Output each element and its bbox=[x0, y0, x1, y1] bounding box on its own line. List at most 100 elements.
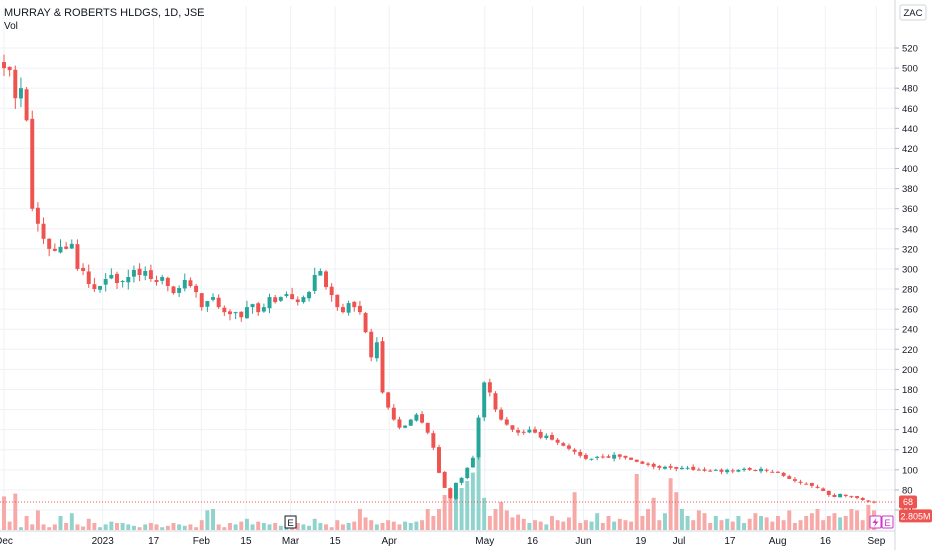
candle-body bbox=[866, 500, 871, 502]
volume-bar bbox=[335, 520, 340, 530]
volume-bar bbox=[216, 524, 221, 530]
volume-bar bbox=[730, 521, 735, 530]
candle-body bbox=[770, 471, 775, 473]
candle-body bbox=[843, 494, 848, 496]
candle-body bbox=[476, 417, 481, 458]
dividend-marker-box bbox=[881, 515, 894, 529]
volume-bar bbox=[431, 516, 436, 530]
candle-body bbox=[47, 238, 52, 249]
volume-bar bbox=[521, 518, 526, 530]
candle-body bbox=[233, 312, 238, 314]
candle-body bbox=[290, 294, 295, 300]
candle-body bbox=[165, 277, 170, 287]
candle-body bbox=[713, 469, 718, 471]
candle-body bbox=[821, 488, 826, 491]
price-tick-label: 320 bbox=[902, 244, 918, 255]
candle-body bbox=[679, 467, 684, 470]
candle-body bbox=[826, 490, 831, 495]
volume-bar bbox=[487, 516, 492, 530]
volume-bar bbox=[340, 524, 345, 530]
volume-bar bbox=[324, 524, 328, 530]
volume-bar bbox=[92, 523, 97, 530]
volume-bar bbox=[725, 518, 730, 530]
candle-body bbox=[357, 305, 362, 313]
candle-body bbox=[35, 207, 40, 224]
candle-body bbox=[278, 297, 283, 301]
volume-bar bbox=[346, 523, 351, 530]
last-price-badge-box bbox=[899, 509, 932, 523]
volume-bar bbox=[442, 495, 447, 530]
dividend-marker[interactable]: E bbox=[869, 515, 894, 529]
volume-bar bbox=[504, 510, 509, 530]
volume-bar bbox=[708, 523, 713, 530]
candle-body bbox=[453, 482, 458, 499]
candle-body bbox=[493, 393, 498, 410]
earnings-marker-box bbox=[284, 515, 297, 529]
candle-body bbox=[855, 496, 860, 498]
time-tick-label: 15 bbox=[330, 536, 342, 547]
volume-bar bbox=[781, 520, 786, 530]
time-tick-label: 16 bbox=[527, 536, 539, 547]
candle-body bbox=[318, 270, 323, 276]
price-tick-label: 440 bbox=[902, 124, 918, 135]
candle-body bbox=[815, 486, 820, 488]
currency-badge[interactable]: ZAC bbox=[899, 4, 927, 21]
candle-body bbox=[538, 431, 543, 438]
volume-bar bbox=[657, 520, 662, 530]
price-tick-label: 200 bbox=[902, 365, 918, 376]
lightning-icon-glyph bbox=[872, 518, 879, 527]
volume-bar bbox=[600, 523, 605, 530]
candle-body bbox=[561, 443, 566, 446]
volume-bar bbox=[171, 523, 176, 530]
candle-body bbox=[589, 458, 594, 460]
candle-body bbox=[510, 425, 515, 430]
earnings-marker[interactable]: E bbox=[284, 515, 297, 529]
candle-body bbox=[98, 286, 103, 290]
candle-body bbox=[267, 297, 272, 309]
candle-body bbox=[244, 307, 249, 319]
volume-bar bbox=[561, 521, 566, 530]
price-axis[interactable]: 6080100120140160180200220240260280300320… bbox=[895, 44, 918, 517]
candle-body bbox=[521, 431, 526, 433]
volume-bar bbox=[13, 493, 18, 530]
price-tick-label: 260 bbox=[902, 305, 918, 316]
last-price-badge: 2.805M bbox=[899, 509, 932, 523]
volume-bar bbox=[239, 521, 244, 530]
candle-body bbox=[544, 435, 549, 438]
symbol-title[interactable]: MURRAY & ROBERTS HLDGS, 1D, JSE bbox=[4, 7, 205, 19]
volume-bar bbox=[787, 510, 792, 530]
volume-bar bbox=[465, 481, 470, 530]
candle-body bbox=[775, 471, 780, 473]
volume-bar bbox=[640, 516, 645, 530]
volume-indicator-label[interactable]: Vol bbox=[4, 21, 18, 32]
candle-body bbox=[600, 456, 605, 458]
currency-badge-box bbox=[899, 4, 927, 21]
volume-bar bbox=[69, 513, 74, 530]
volume-bar bbox=[318, 523, 323, 530]
volume-bar bbox=[651, 497, 656, 530]
candle-body bbox=[736, 469, 741, 472]
candle-body bbox=[764, 469, 769, 471]
volume-bar bbox=[120, 523, 125, 530]
candle-body bbox=[239, 311, 244, 318]
volume-bar bbox=[459, 488, 464, 530]
volume-bar bbox=[770, 521, 775, 530]
candle-body bbox=[92, 284, 97, 290]
volume-bar bbox=[759, 516, 763, 530]
volume-bar bbox=[58, 516, 63, 530]
volume-bar bbox=[126, 524, 131, 530]
volume-bar bbox=[81, 526, 86, 530]
volume-bar bbox=[30, 524, 35, 530]
candle-body bbox=[273, 297, 278, 303]
candle-body bbox=[352, 301, 357, 308]
volume-bar bbox=[623, 520, 628, 530]
candle-body bbox=[137, 268, 142, 275]
time-axis[interactable]: Dec 2023 17 Feb 15 Mar 15 Apr May 16 Jun 19 Jul 17 Aug… bbox=[0, 536, 886, 547]
volume-bar bbox=[380, 523, 385, 530]
volume-bar bbox=[137, 527, 142, 530]
price-tick-label: 500 bbox=[902, 64, 918, 75]
volume-bar bbox=[165, 525, 170, 530]
candle-body bbox=[753, 470, 758, 472]
time-tick-label: Jun bbox=[575, 536, 591, 547]
